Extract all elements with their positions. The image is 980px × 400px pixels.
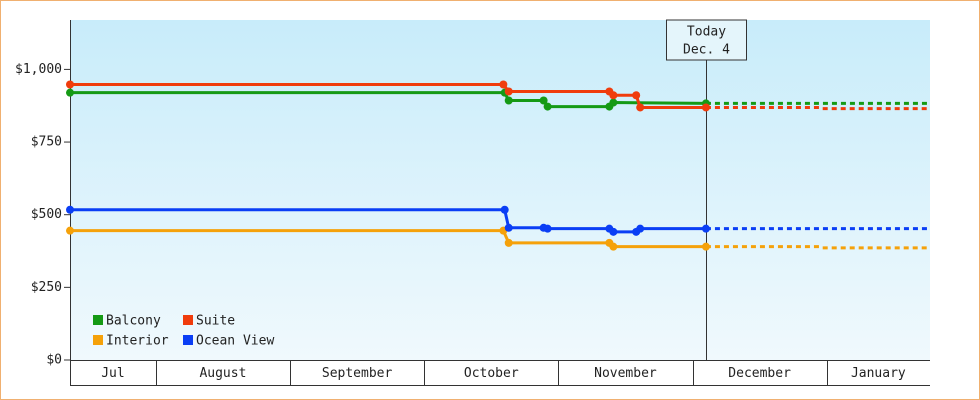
point	[66, 205, 74, 214]
point	[543, 102, 552, 111]
y-tick-label: $500	[31, 207, 62, 222]
forecast-line	[705, 105, 930, 111]
point	[632, 91, 641, 100]
point	[66, 226, 74, 235]
y-tick-label: $250	[31, 280, 62, 295]
point	[609, 91, 618, 100]
point	[701, 103, 710, 112]
point	[636, 103, 645, 112]
x-tick-label: Jul	[101, 366, 124, 381]
point	[543, 224, 552, 233]
y-tick-label: $750	[31, 135, 62, 150]
x-tick-label: November	[594, 366, 657, 381]
legend-swatch	[93, 335, 103, 345]
x-tick-label: January	[851, 366, 906, 381]
point	[609, 242, 618, 251]
point	[504, 223, 513, 232]
price-line	[70, 229, 706, 249]
point	[609, 227, 618, 236]
point	[504, 87, 513, 96]
today-label: Dec. 4	[683, 43, 730, 58]
forecast-line	[705, 245, 930, 250]
y-tick-label: $1,000	[15, 62, 62, 77]
legend-label: Suite	[196, 314, 235, 329]
point	[539, 96, 548, 105]
x-tick-label: December	[728, 366, 791, 381]
point	[609, 98, 618, 107]
x-tick-label: September	[322, 366, 393, 381]
legend-label: Ocean View	[196, 334, 274, 349]
legend-label: Interior	[106, 334, 169, 349]
legend-swatch	[93, 315, 103, 325]
legend-swatch	[183, 315, 193, 325]
point	[504, 238, 513, 247]
plot-area	[70, 20, 930, 360]
x-tick-label: August	[199, 366, 246, 381]
x-tick-label: October	[464, 366, 519, 381]
point	[701, 224, 710, 233]
point	[504, 96, 513, 105]
legend-swatch	[183, 335, 193, 345]
point	[66, 80, 74, 89]
point	[701, 242, 710, 251]
point	[499, 80, 508, 89]
y-tick-label: $0	[46, 353, 62, 368]
point	[500, 205, 509, 214]
today-box	[666, 19, 747, 61]
point	[636, 224, 645, 233]
today-label: Today	[687, 25, 726, 40]
point	[66, 88, 74, 97]
legend-label: Balcony	[106, 314, 161, 329]
